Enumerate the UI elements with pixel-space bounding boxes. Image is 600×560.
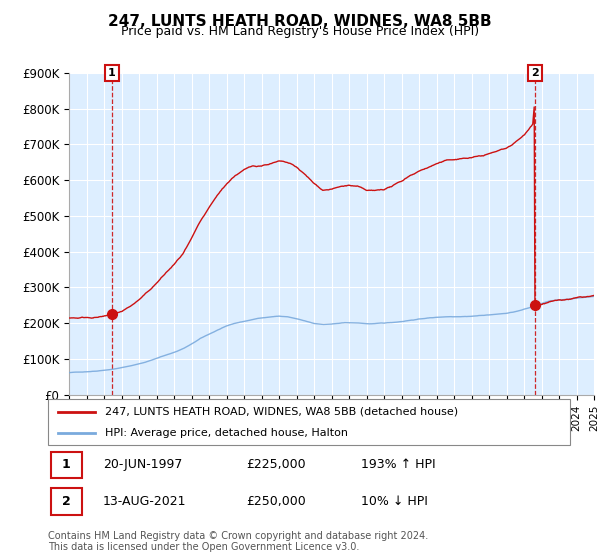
Text: 193% ↑ HPI: 193% ↑ HPI — [361, 458, 436, 472]
FancyBboxPatch shape — [50, 488, 82, 515]
Text: £250,000: £250,000 — [247, 494, 306, 508]
FancyBboxPatch shape — [48, 399, 570, 445]
Text: £225,000: £225,000 — [247, 458, 306, 472]
Text: Contains HM Land Registry data © Crown copyright and database right 2024.
This d: Contains HM Land Registry data © Crown c… — [48, 531, 428, 553]
Text: 1: 1 — [108, 68, 116, 78]
Text: 2: 2 — [62, 494, 71, 508]
Text: HPI: Average price, detached house, Halton: HPI: Average price, detached house, Halt… — [106, 428, 349, 438]
Text: 2: 2 — [531, 68, 539, 78]
Text: 247, LUNTS HEATH ROAD, WIDNES, WA8 5BB (detached house): 247, LUNTS HEATH ROAD, WIDNES, WA8 5BB (… — [106, 407, 458, 417]
Text: 247, LUNTS HEATH ROAD, WIDNES, WA8 5BB: 247, LUNTS HEATH ROAD, WIDNES, WA8 5BB — [108, 14, 492, 29]
FancyBboxPatch shape — [50, 451, 82, 478]
Text: 13-AUG-2021: 13-AUG-2021 — [103, 494, 187, 508]
Text: 10% ↓ HPI: 10% ↓ HPI — [361, 494, 428, 508]
Text: Price paid vs. HM Land Registry's House Price Index (HPI): Price paid vs. HM Land Registry's House … — [121, 25, 479, 38]
Text: 1: 1 — [62, 458, 71, 472]
Text: 20-JUN-1997: 20-JUN-1997 — [103, 458, 182, 472]
